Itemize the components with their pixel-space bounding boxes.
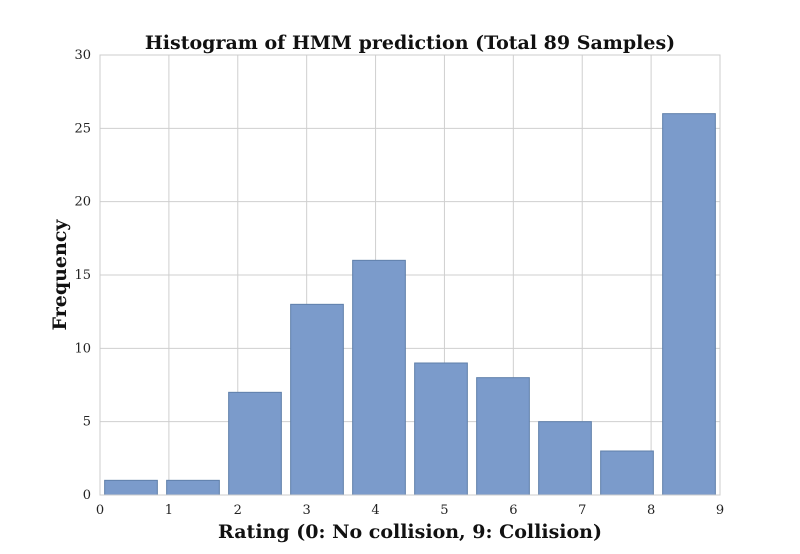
y-tick-labels: 0 5 10 15 20 25 30 xyxy=(74,48,91,503)
histogram-bar-1 xyxy=(166,479,220,496)
x-tick-label: 5 xyxy=(440,503,448,518)
y-tick-label: 30 xyxy=(74,48,91,63)
x-tick-label: 2 xyxy=(234,503,242,518)
histogram-bar-8 xyxy=(600,450,654,496)
x-tick-labels: 0 1 2 3 4 5 6 7 8 9 xyxy=(96,503,724,518)
histogram-bar-2 xyxy=(228,391,282,496)
histogram-bar-9 xyxy=(662,113,716,496)
x-tick-label: 8 xyxy=(647,503,655,518)
y-tick-label: 25 xyxy=(74,121,91,136)
y-tick-label: 10 xyxy=(74,341,91,356)
x-tick-label: 4 xyxy=(371,503,379,518)
y-tick-label: 0 xyxy=(83,488,91,503)
y-tick-label: 20 xyxy=(74,195,91,210)
y-tick-label: 5 xyxy=(83,415,91,430)
x-tick-label: 3 xyxy=(303,503,311,518)
y-tick-label: 15 xyxy=(74,268,91,283)
histogram-bar-5 xyxy=(414,362,468,496)
histogram-bar-7 xyxy=(538,421,592,496)
histogram-bar-3 xyxy=(290,303,344,496)
plot-frame xyxy=(99,54,721,496)
x-tick-label: 1 xyxy=(165,503,173,518)
histogram-bar-4 xyxy=(352,259,406,496)
x-tick-label: 0 xyxy=(96,503,104,518)
histogram-bar-6 xyxy=(476,377,530,496)
histogram-bar-0 xyxy=(104,479,158,496)
y-axis-label: Frequency xyxy=(49,219,71,331)
x-tick-label: 7 xyxy=(578,503,586,518)
x-tick-label: 9 xyxy=(716,503,724,518)
chart-title: Histogram of HMM prediction (Total 89 Sa… xyxy=(145,32,675,54)
x-tick-label: 6 xyxy=(509,503,517,518)
x-axis-label: Rating (0: No collision, 9: Collision) xyxy=(218,521,602,543)
